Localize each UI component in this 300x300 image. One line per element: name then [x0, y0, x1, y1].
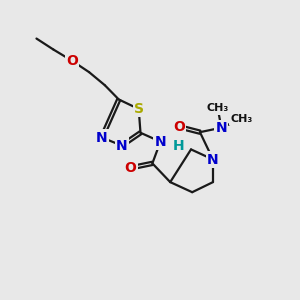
Text: CH₃: CH₃ [207, 103, 229, 113]
Text: N: N [215, 121, 227, 135]
Text: O: O [173, 120, 185, 134]
Text: N: N [116, 139, 128, 152]
Text: N: N [96, 130, 108, 145]
Text: H: H [172, 140, 184, 153]
Text: N: N [154, 135, 166, 149]
Text: S: S [134, 102, 144, 116]
Text: CH₃: CH₃ [230, 114, 253, 124]
Text: O: O [125, 161, 136, 175]
Text: N: N [207, 152, 219, 167]
Text: O: O [66, 54, 78, 68]
